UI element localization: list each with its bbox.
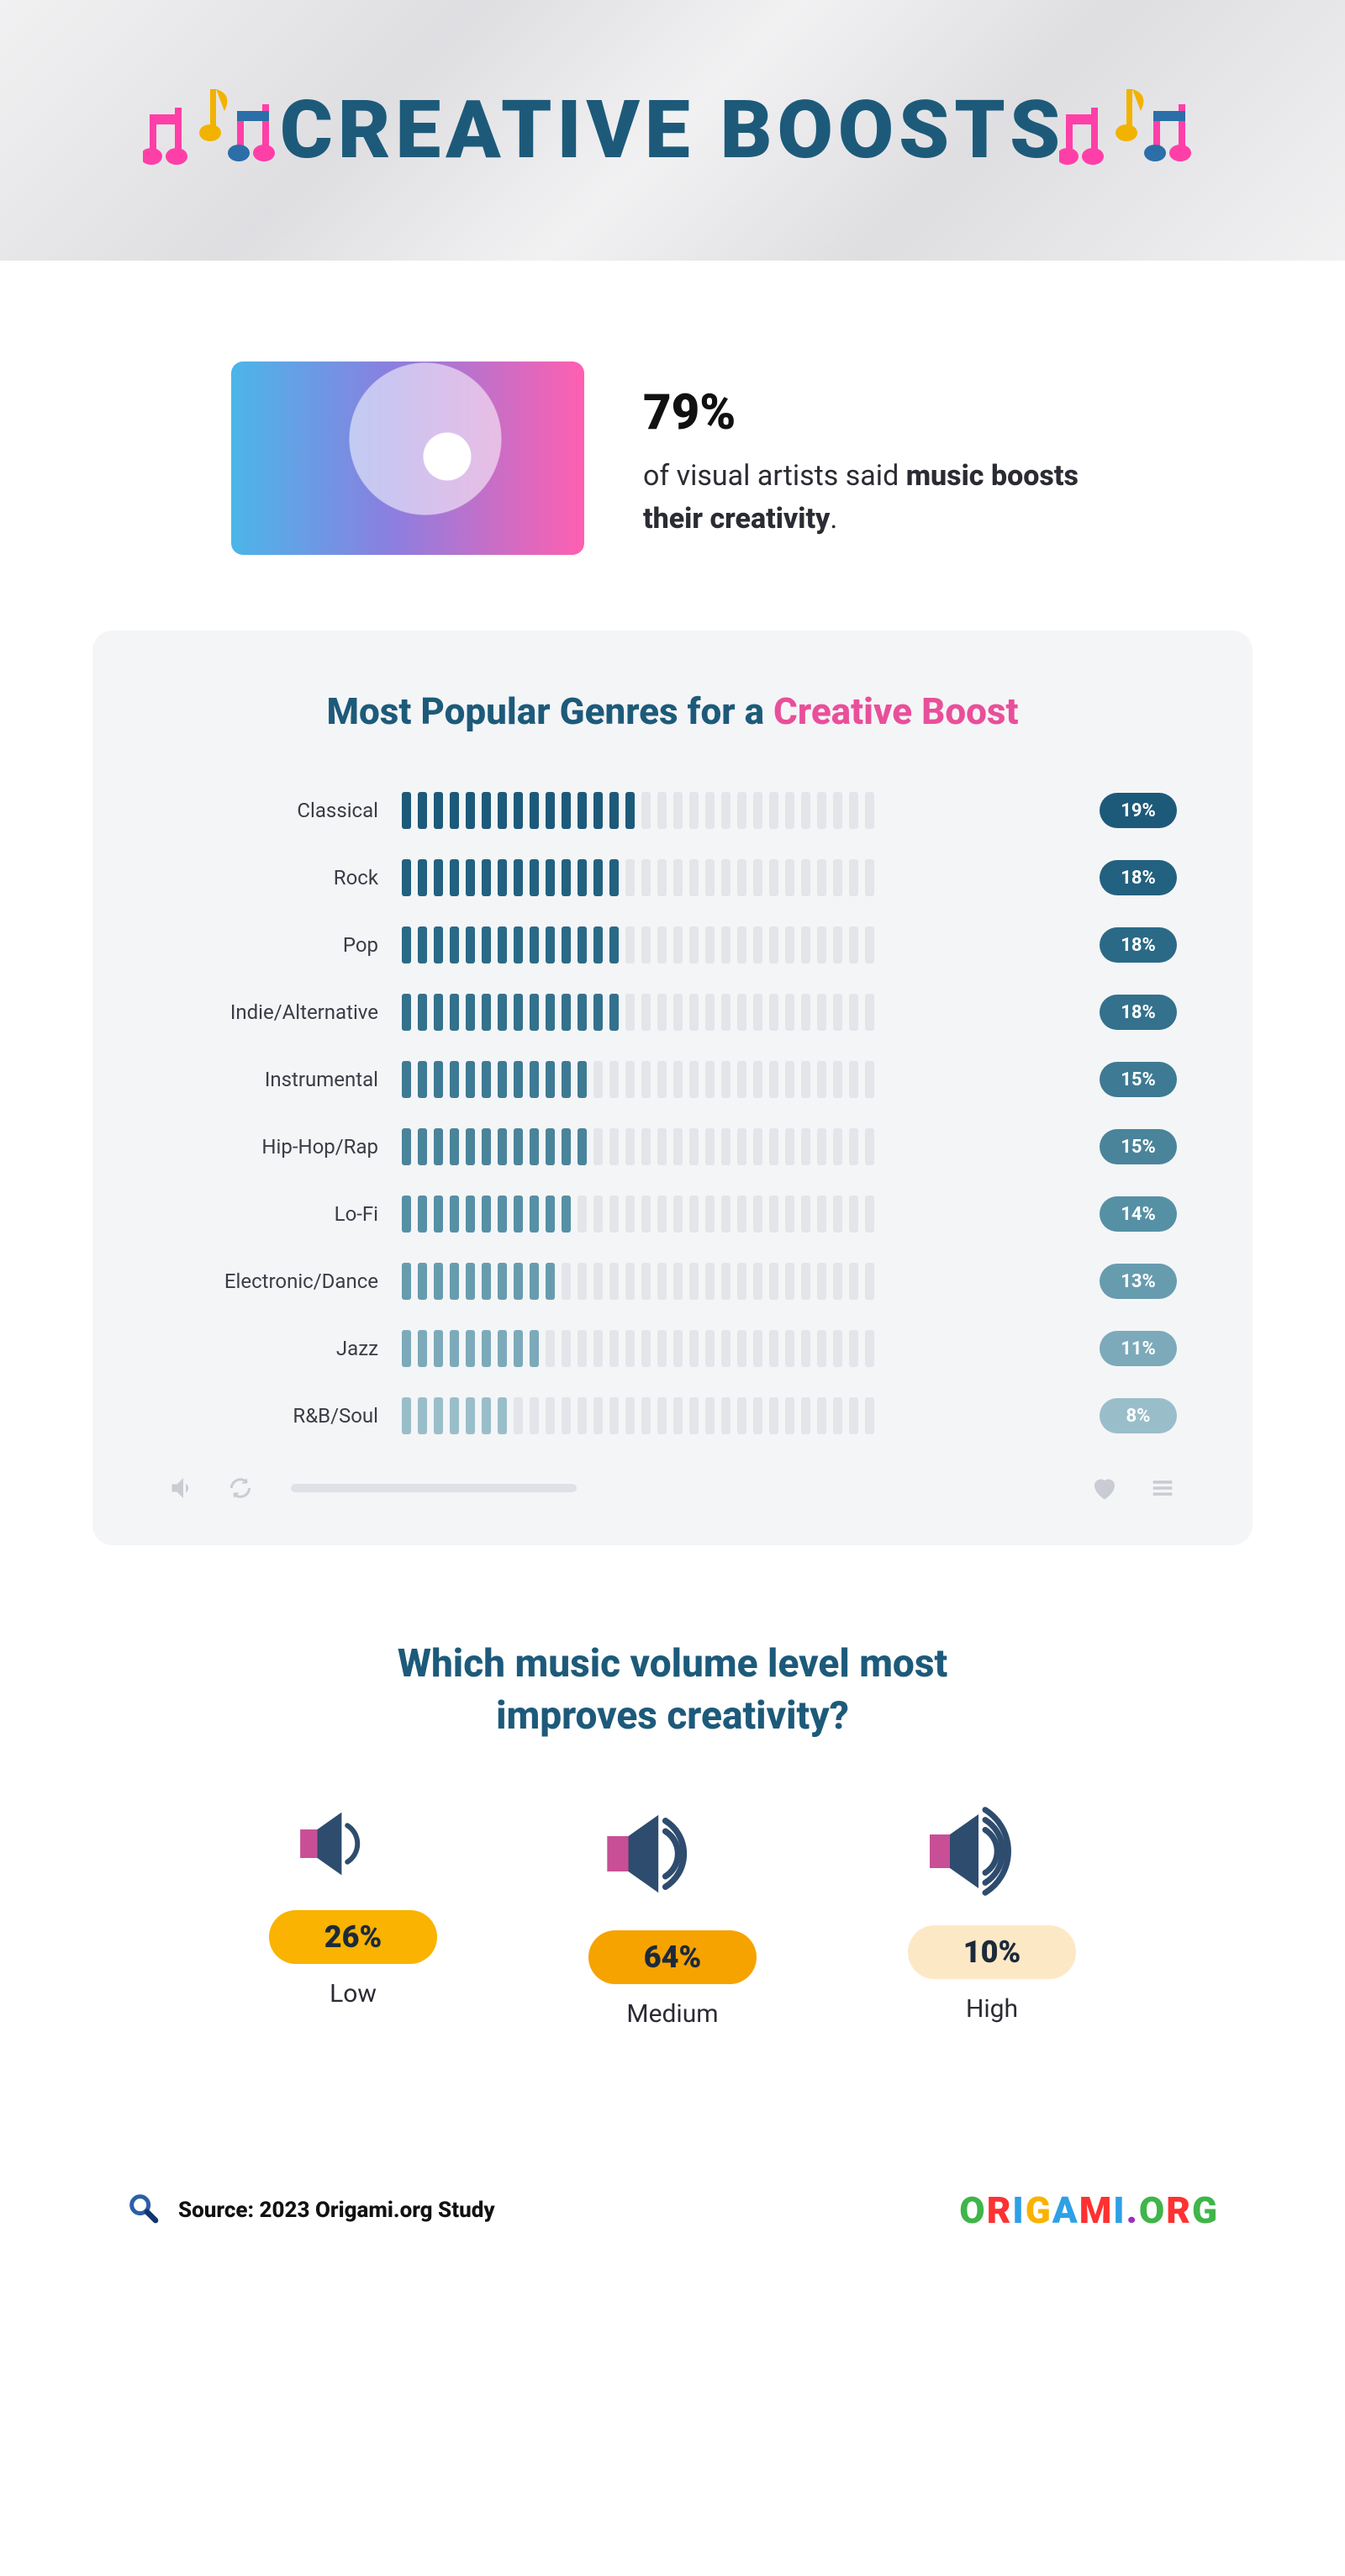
genre-row: Jazz 11% bbox=[168, 1330, 1177, 1367]
genre-tick-bar bbox=[402, 1397, 1076, 1434]
genre-label: Lo-Fi bbox=[168, 1202, 378, 1226]
volume-percent-pill: 26% bbox=[269, 1910, 437, 1964]
heart-icon bbox=[1089, 1473, 1120, 1503]
hero-stat: 79% of visual artists said music boosts … bbox=[0, 261, 1345, 631]
genre-tick-bar bbox=[402, 1196, 1076, 1233]
speaker-icon bbox=[296, 1801, 410, 1887]
genre-row: Classical 19% bbox=[168, 792, 1177, 829]
origami-logo: ORIGAMI.ORG bbox=[959, 2188, 1219, 2232]
hero-text: 79% of visual artists said music boosts … bbox=[643, 377, 1114, 541]
volume-level-label: Low bbox=[330, 1979, 377, 2009]
genre-label: Rock bbox=[168, 866, 378, 889]
hero-copy-before: of visual artists said bbox=[643, 459, 906, 493]
genre-percent-pill: 15% bbox=[1100, 1129, 1177, 1164]
genre-tick-bar bbox=[402, 859, 1076, 896]
volume-percent-pill: 10% bbox=[908, 1925, 1076, 1979]
hero-image bbox=[231, 362, 584, 555]
genre-label: Classical bbox=[168, 799, 378, 822]
magnifier-icon bbox=[126, 2191, 160, 2230]
volume-percent-pill: 64% bbox=[588, 1930, 757, 1984]
genre-row: Lo-Fi 14% bbox=[168, 1196, 1177, 1233]
genre-row: Rock 18% bbox=[168, 859, 1177, 896]
volume-level-label: High bbox=[966, 1994, 1018, 2024]
genre-percent-pill: 13% bbox=[1100, 1264, 1177, 1299]
genres-title-prefix: Most Popular Genres for a bbox=[326, 689, 773, 733]
genre-row: R&B/Soul 8% bbox=[168, 1397, 1177, 1434]
genre-row: Indie/Alternative 18% bbox=[168, 994, 1177, 1031]
genre-label: Jazz bbox=[168, 1337, 378, 1360]
refresh-icon bbox=[227, 1475, 254, 1502]
genre-label: R&B/Soul bbox=[168, 1404, 378, 1428]
genre-percent-pill: 8% bbox=[1100, 1398, 1177, 1433]
panel-media-controls bbox=[168, 1473, 1177, 1503]
progress-bar bbox=[291, 1484, 577, 1492]
genre-label: Instrumental bbox=[168, 1068, 378, 1091]
music-notes-icon bbox=[143, 84, 286, 188]
page-title: CREATIVE BOOSTS bbox=[280, 83, 1065, 177]
volume-title: Which music volume level most improves c… bbox=[0, 1638, 1345, 1742]
source-citation: Source: 2023 Origami.org Study bbox=[126, 2191, 495, 2230]
genres-title: Most Popular Genres for a Creative Boost bbox=[168, 689, 1177, 733]
genre-label: Electronic/Dance bbox=[168, 1270, 378, 1293]
genre-row: Pop 18% bbox=[168, 926, 1177, 963]
volume-icon bbox=[168, 1473, 198, 1503]
genre-label: Indie/Alternative bbox=[168, 1000, 378, 1024]
genre-row: Electronic/Dance 13% bbox=[168, 1263, 1177, 1300]
genre-percent-pill: 18% bbox=[1100, 995, 1177, 1030]
genre-percent-pill: 18% bbox=[1100, 860, 1177, 895]
volume-item: 64% Medium bbox=[588, 1801, 757, 2029]
genres-title-accent: Creative Boost bbox=[773, 689, 1019, 733]
volume-title-l1: Which music volume level most bbox=[398, 1641, 947, 1687]
menu-icon bbox=[1148, 1474, 1177, 1502]
volume-section: Which music volume level most improves c… bbox=[0, 1638, 1345, 2155]
genre-label: Hip-Hop/Rap bbox=[168, 1135, 378, 1159]
page-footer: Source: 2023 Origami.org Study ORIGAMI.O… bbox=[0, 2155, 1345, 2299]
volume-title-l2: improves creativity? bbox=[496, 1693, 849, 1739]
genre-percent-pill: 18% bbox=[1100, 927, 1177, 963]
speaker-icon bbox=[602, 1801, 743, 1907]
volume-item: 10% High bbox=[908, 1801, 1076, 2029]
genre-tick-bar bbox=[402, 994, 1076, 1031]
music-notes-icon bbox=[1059, 84, 1202, 188]
hero-percent: 79% bbox=[643, 377, 1114, 450]
genre-row: Instrumental 15% bbox=[168, 1061, 1177, 1098]
genre-row: Hip-Hop/Rap 15% bbox=[168, 1128, 1177, 1165]
genres-panel: Most Popular Genres for a Creative Boost… bbox=[92, 631, 1253, 1545]
volume-level-label: Medium bbox=[626, 1999, 718, 2029]
source-text: Source: 2023 Origami.org Study bbox=[178, 2198, 495, 2223]
header-banner: CREATIVE BOOSTS bbox=[0, 0, 1345, 261]
genre-tick-bar bbox=[402, 1330, 1076, 1367]
volume-item: 26% Low bbox=[269, 1801, 437, 2029]
genre-percent-pill: 19% bbox=[1100, 793, 1177, 828]
speaker-icon bbox=[925, 1801, 1059, 1902]
genre-tick-bar bbox=[402, 1061, 1076, 1098]
hero-copy-after: . bbox=[830, 502, 837, 536]
genre-tick-bar bbox=[402, 792, 1076, 829]
genre-tick-bar bbox=[402, 1263, 1076, 1300]
genre-tick-bar bbox=[402, 1128, 1076, 1165]
genre-percent-pill: 15% bbox=[1100, 1062, 1177, 1097]
genre-percent-pill: 14% bbox=[1100, 1196, 1177, 1232]
genre-percent-pill: 11% bbox=[1100, 1331, 1177, 1366]
genre-tick-bar bbox=[402, 926, 1076, 963]
genre-label: Pop bbox=[168, 933, 378, 957]
